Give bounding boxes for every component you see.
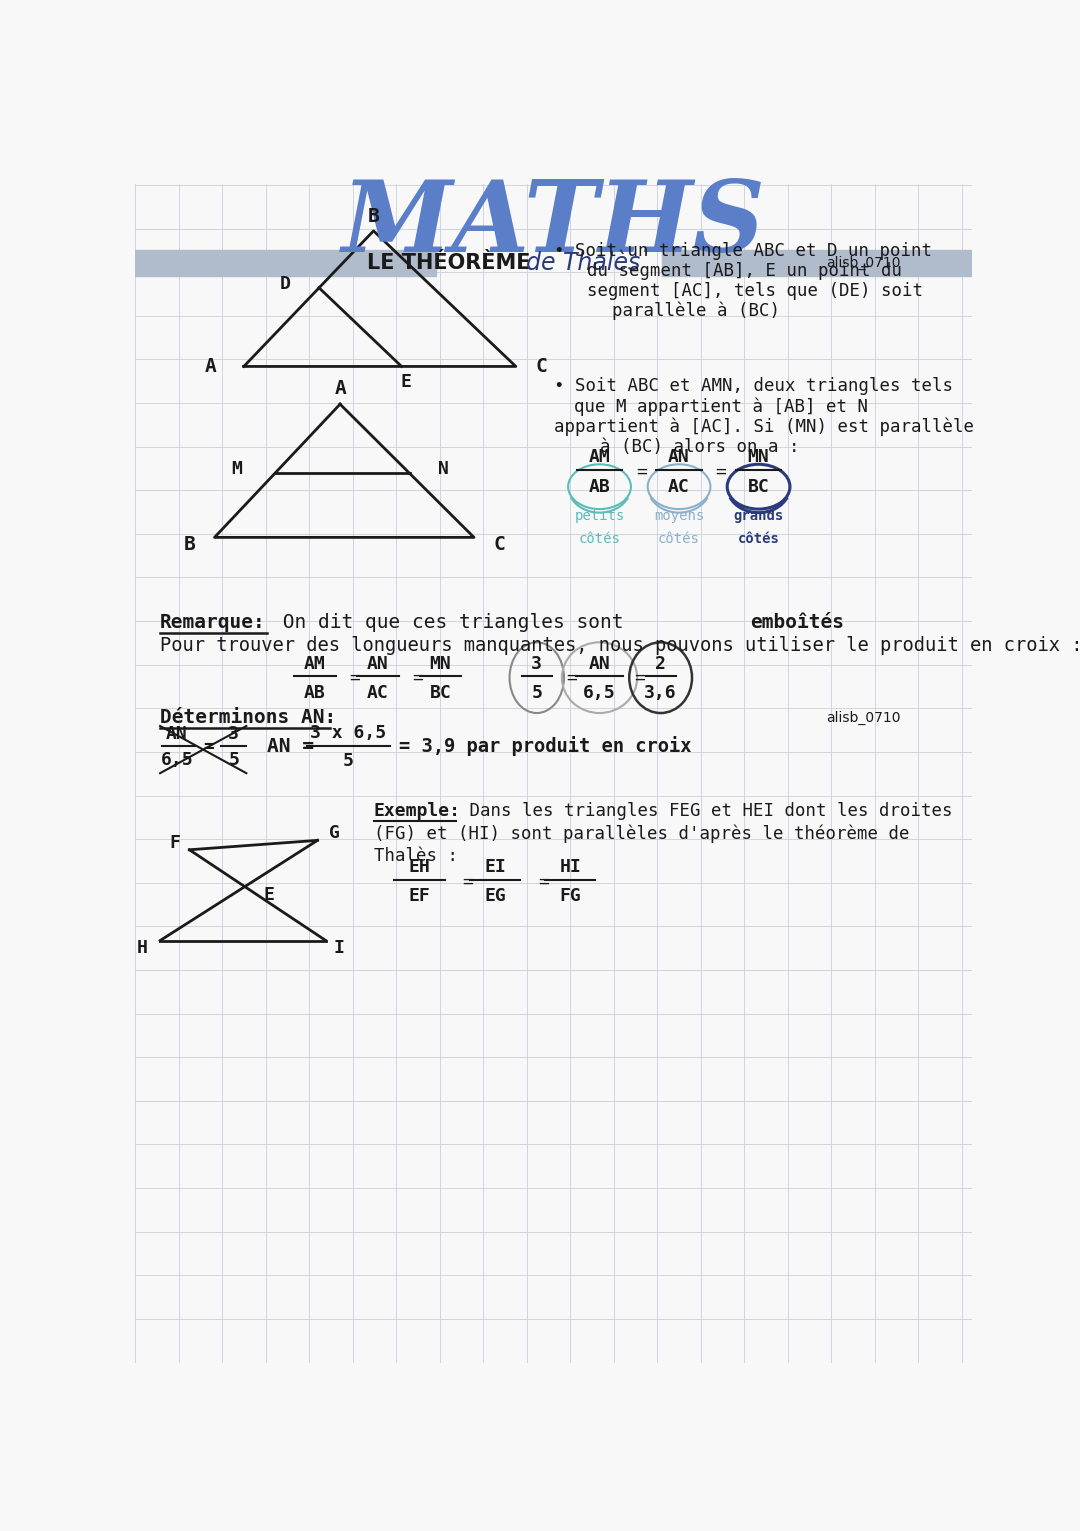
Text: petits: petits [575, 510, 624, 524]
Text: = 3,9 par produit en croix: = 3,9 par produit en croix [400, 736, 692, 756]
Text: 3 x 6,5: 3 x 6,5 [310, 724, 387, 743]
Text: alisb_0710: alisb_0710 [826, 710, 901, 724]
Text: • Soit un triangle ABC et D un point: • Soit un triangle ABC et D un point [554, 242, 931, 260]
Text: H: H [136, 939, 147, 957]
Text: B: B [367, 207, 379, 227]
Text: à (BC) alors on a :: à (BC) alors on a : [599, 438, 799, 456]
Text: =: = [413, 669, 423, 687]
Text: F: F [168, 834, 179, 851]
Text: AN: AN [166, 726, 188, 743]
Text: côtés: côtés [738, 531, 780, 545]
Text: 3: 3 [228, 726, 239, 743]
Text: EI: EI [484, 859, 505, 876]
Text: AN: AN [589, 655, 610, 672]
Text: 5: 5 [228, 752, 239, 769]
Text: D: D [280, 276, 291, 294]
Text: moyens: moyens [653, 510, 704, 524]
Text: MN: MN [430, 655, 451, 672]
Text: Thalès :: Thalès : [374, 847, 458, 865]
Text: AC: AC [367, 684, 389, 703]
Text: MATHS: MATHS [341, 176, 766, 273]
Text: appartient à [AC]. Si (MN) est parallèle: appartient à [AC]. Si (MN) est parallèle [554, 418, 973, 436]
Text: BC: BC [430, 684, 451, 703]
Text: emboîtés: emboîtés [751, 612, 845, 632]
Text: C: C [494, 534, 505, 554]
Text: Remarque:: Remarque: [160, 612, 266, 632]
Text: AC: AC [669, 478, 690, 496]
Text: On dit que ces triangles sont: On dit que ces triangles sont [271, 612, 635, 632]
Text: 5: 5 [343, 752, 354, 770]
Text: G: G [328, 824, 339, 842]
Text: EH: EH [408, 859, 431, 876]
Text: alisb_0710: alisb_0710 [826, 256, 901, 269]
Text: AN: AN [669, 449, 690, 467]
Text: =: = [538, 873, 549, 891]
Text: A: A [334, 380, 346, 398]
Text: B: B [184, 534, 195, 554]
Text: AN: AN [367, 655, 389, 672]
Text: côtés: côtés [579, 531, 621, 545]
Text: segment [AC], tels que (DE) soit: segment [AC], tels que (DE) soit [588, 282, 923, 300]
Text: EG: EG [484, 886, 505, 905]
Text: 5: 5 [531, 684, 542, 703]
Text: =: = [634, 669, 645, 687]
Text: FG: FG [559, 886, 581, 905]
Bar [135, 250, 436, 276]
Text: AN =: AN = [267, 736, 326, 755]
Text: Pour trouver des longueurs manquantes, nous pouvons utiliser le produit en croix: Pour trouver des longueurs manquantes, n… [160, 637, 1080, 655]
Text: Dans les triangles FEG et HEI dont les droites: Dans les triangles FEG et HEI dont les d… [459, 802, 953, 821]
Text: MN: MN [747, 449, 769, 467]
Text: =: = [203, 738, 214, 756]
Text: N: N [437, 459, 448, 478]
Text: C: C [535, 357, 546, 377]
Text: 6,5: 6,5 [583, 684, 616, 703]
Text: grands: grands [733, 510, 784, 524]
Text: =: = [567, 669, 578, 687]
Text: AM: AM [305, 655, 326, 672]
Text: M: M [232, 459, 243, 478]
Text: BC: BC [747, 478, 769, 496]
Text: =: = [636, 462, 647, 481]
Text: HI: HI [559, 859, 581, 876]
Text: (FG) et (HI) sont parallèles d'après le théorème de: (FG) et (HI) sont parallèles d'après le … [374, 824, 909, 842]
Text: 3,6: 3,6 [645, 684, 677, 703]
Text: A: A [204, 357, 216, 377]
Bar [662, 250, 972, 276]
Text: parallèle à (BC): parallèle à (BC) [612, 302, 780, 320]
Text: AM: AM [589, 449, 610, 467]
Text: EF: EF [408, 886, 431, 905]
Text: =: = [350, 669, 361, 687]
Text: I: I [334, 939, 345, 957]
Text: AB: AB [589, 478, 610, 496]
Text: =: = [462, 873, 473, 891]
Text: 6,5: 6,5 [161, 752, 193, 769]
Text: AB: AB [305, 684, 326, 703]
Text: LE THÉORÈME: LE THÉORÈME [367, 253, 530, 273]
Text: de Thalès: de Thalès [526, 251, 640, 274]
Text: 2: 2 [656, 655, 666, 672]
Text: du segment [AB], E un point du: du segment [AB], E un point du [588, 262, 902, 280]
Text: 3: 3 [531, 655, 542, 672]
Text: Déterminons AN:: Déterminons AN: [160, 709, 336, 727]
Text: =: = [715, 462, 727, 481]
Text: E: E [401, 372, 411, 390]
Text: que M appartient à [AB] et N: que M appartient à [AB] et N [575, 397, 868, 416]
Text: • Soit ABC et AMN, deux triangles tels: • Soit ABC et AMN, deux triangles tels [554, 378, 953, 395]
Text: Exemple:: Exemple: [374, 802, 460, 821]
Text: E: E [264, 885, 274, 903]
Text: côtés: côtés [658, 531, 700, 545]
